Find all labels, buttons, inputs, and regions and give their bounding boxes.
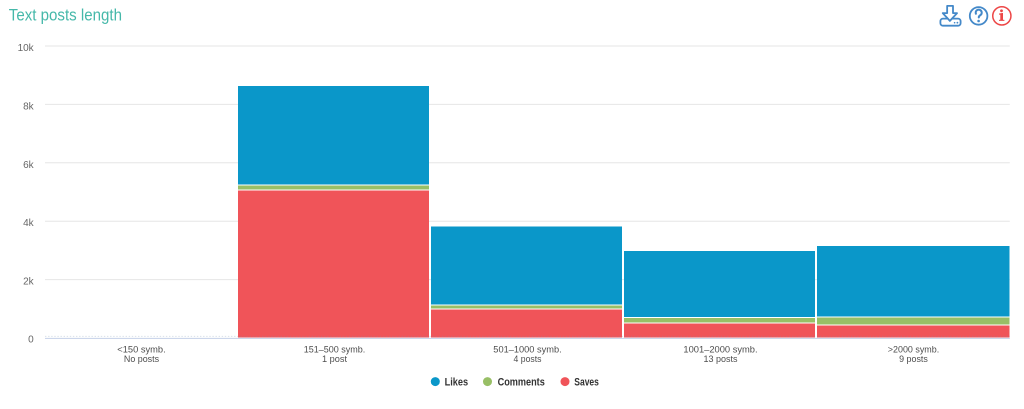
svg-text:1001–2000 symb.: 1001–2000 symb.	[683, 344, 757, 355]
svg-text:2k: 2k	[23, 277, 35, 288]
svg-text:No posts: No posts	[124, 354, 159, 365]
svg-text:Text posts length: Text posts length	[9, 7, 122, 25]
svg-text:13 posts: 13 posts	[704, 354, 738, 365]
svg-text:Comments: Comments	[498, 376, 545, 388]
svg-text:4 posts: 4 posts	[514, 354, 542, 365]
svg-text:501–1000 symb.: 501–1000 symb.	[493, 344, 561, 355]
svg-text:8k: 8k	[23, 101, 35, 112]
svg-text:>2000 symb.: >2000 symb.	[888, 344, 939, 355]
svg-text:6k: 6k	[23, 160, 35, 171]
svg-text:9 posts: 9 posts	[899, 354, 928, 365]
svg-text:10k: 10k	[18, 43, 35, 54]
svg-text:151–500 symb.: 151–500 symb.	[304, 344, 366, 355]
svg-text:Likes: Likes	[445, 376, 469, 388]
svg-text:4k: 4k	[23, 218, 35, 229]
svg-text:<150 symb.: <150 symb.	[117, 344, 165, 355]
svg-text:0: 0	[28, 334, 34, 345]
svg-text:Saves: Saves	[574, 376, 599, 388]
svg-text:1 post: 1 post	[322, 354, 347, 365]
